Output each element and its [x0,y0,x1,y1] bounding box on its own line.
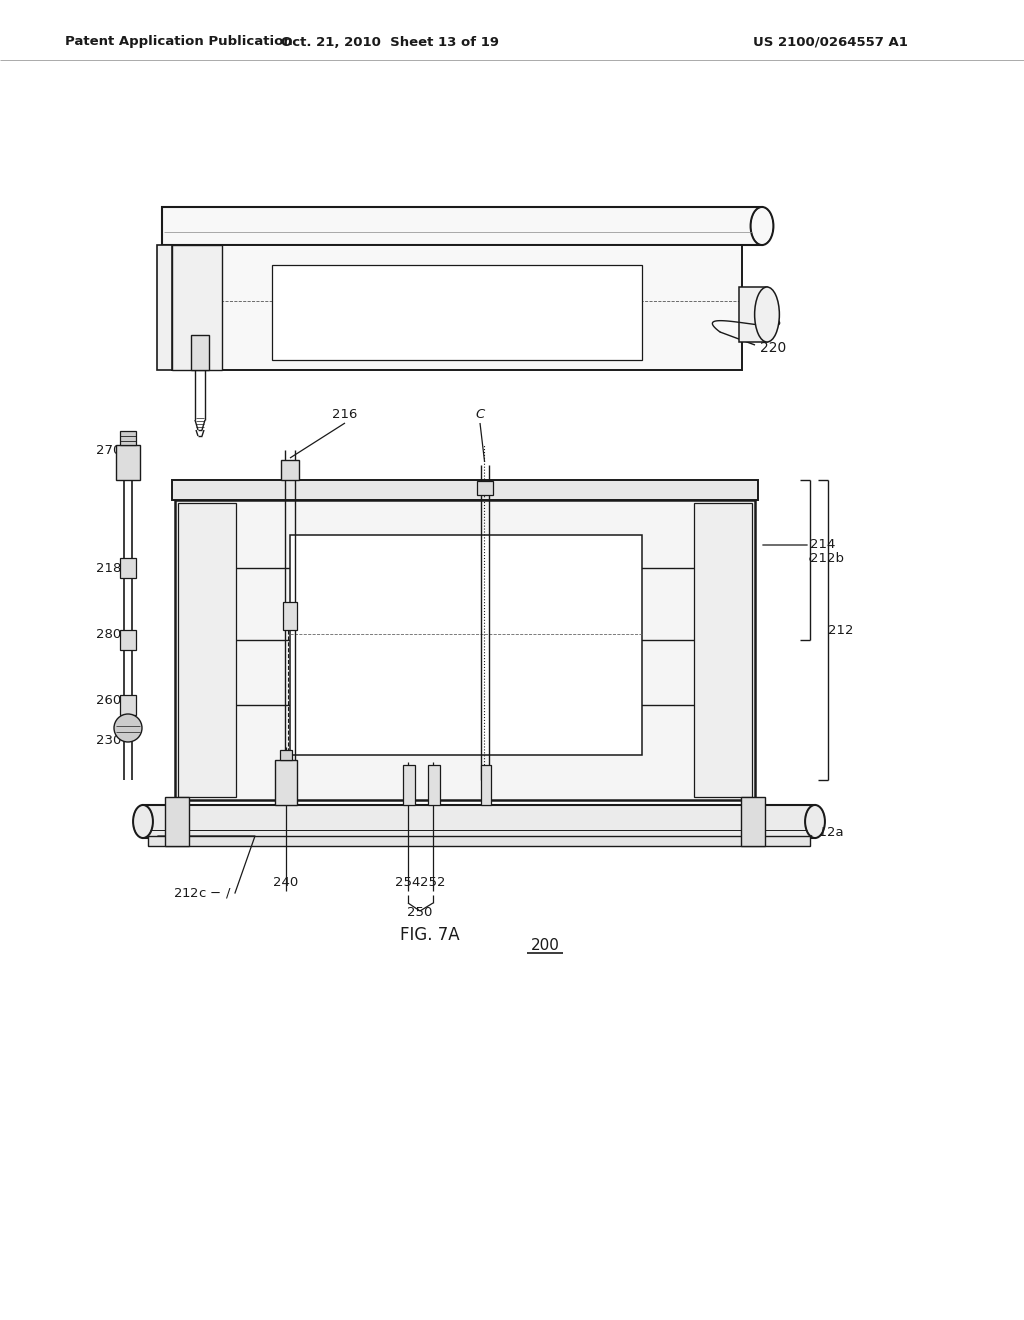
Ellipse shape [752,209,772,243]
Text: 212: 212 [828,623,853,636]
Bar [403,766,415,805]
Text: 212b: 212b [810,552,844,565]
Bar [162,207,762,246]
Text: 280: 280 [96,628,121,642]
Bar [739,286,767,342]
Bar [172,246,742,370]
Text: 212c $-$ /: 212c $-$ / [173,886,232,900]
Bar [283,602,297,630]
Bar [116,445,140,480]
Bar [157,246,172,370]
Text: 240: 240 [273,876,299,890]
Text: 230: 230 [96,734,122,747]
Bar [741,797,765,846]
Text: 250: 250 [408,907,433,920]
Bar [275,760,297,805]
Bar [120,432,136,445]
Text: 254: 254 [395,876,421,890]
Bar [120,630,136,649]
Ellipse shape [755,286,779,342]
Ellipse shape [751,207,773,246]
Bar [272,265,642,360]
Text: 200: 200 [530,939,559,953]
Bar [191,335,209,370]
Ellipse shape [134,807,152,837]
Text: 220: 220 [760,341,786,355]
Circle shape [114,714,142,742]
Bar [480,766,490,805]
Bar [476,480,493,495]
Text: 252: 252 [420,876,445,890]
Text: C: C [475,408,484,421]
Bar [290,535,642,755]
Bar [428,766,440,805]
Bar [148,836,810,846]
Bar [280,750,292,760]
Bar [178,503,236,797]
Ellipse shape [807,807,823,837]
Text: US 2100/0264557 A1: US 2100/0264557 A1 [753,36,907,49]
Bar [175,500,755,800]
Bar [120,558,136,578]
Text: Patent Application Publication: Patent Application Publication [65,36,293,49]
Bar [120,696,136,715]
Text: 216: 216 [333,408,357,421]
Ellipse shape [133,805,153,838]
Bar [172,246,222,370]
Bar [172,480,758,500]
Bar [281,459,299,480]
Text: 214: 214 [810,539,836,552]
Bar [143,805,815,838]
Text: 260: 260 [96,693,121,706]
Text: 270: 270 [96,444,122,457]
Text: Oct. 21, 2010  Sheet 13 of 19: Oct. 21, 2010 Sheet 13 of 19 [281,36,499,49]
Bar [694,503,752,797]
Bar [165,797,189,846]
Text: FIG. 7A: FIG. 7A [400,927,460,944]
Text: 212a: 212a [810,826,844,840]
Ellipse shape [805,805,825,838]
Text: 218: 218 [96,561,122,574]
